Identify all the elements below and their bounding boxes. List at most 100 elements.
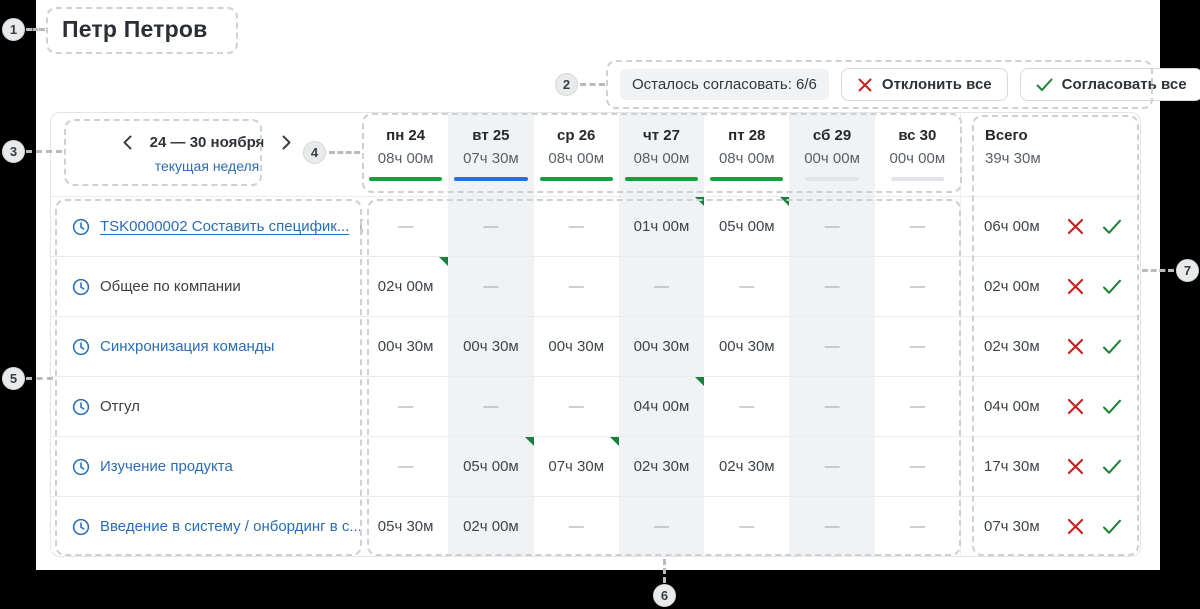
day-header: чт 27 08ч 00м (618, 113, 705, 196)
callout-connector (1142, 269, 1174, 272)
remaining-approvals-badge: Осталось согласовать: 6/6 (620, 69, 829, 100)
time-cell: 00ч 30м (618, 316, 705, 376)
task-link[interactable]: Синхронизация команды (100, 338, 275, 355)
time-cell: — (533, 256, 619, 316)
callout-7: 7 (1176, 259, 1199, 282)
time-cell: 07ч 30м (533, 436, 620, 496)
task-cell: TSK0000002 Составить специфик... (51, 196, 363, 256)
time-cell: — (533, 496, 619, 556)
reject-row-button[interactable] (1066, 337, 1085, 356)
next-week-button[interactable] (280, 133, 293, 152)
callout-3: 3 (2, 140, 25, 163)
time-cell: 00ч 30м (448, 316, 534, 376)
task-link[interactable]: Изучение продукта (100, 458, 233, 475)
approve-row-button[interactable] (1102, 279, 1122, 295)
time-cell: — (874, 196, 960, 256)
time-cell: 02ч 30м (618, 436, 705, 496)
time-cell: — (874, 376, 960, 436)
time-cell: 02ч 00м (448, 496, 534, 556)
time-cell: 00ч 30м (533, 316, 619, 376)
task-label: Общее по компании (100, 278, 241, 295)
time-cell: — (789, 316, 875, 376)
callout-connector (26, 150, 62, 153)
day-progress-bar (368, 177, 443, 181)
week-navigator: 24 — 30 ноября текущая неделя (51, 113, 363, 196)
reject-x-icon (857, 77, 873, 93)
day-progress-bar (710, 177, 784, 181)
reject-row-button[interactable] (1066, 517, 1085, 536)
row-total-cell: 07ч 30м (959, 496, 1140, 556)
callout-2: 2 (555, 73, 578, 96)
task-cell: Общее по компании (51, 256, 363, 316)
row-total-cell: 02ч 00м (959, 256, 1140, 316)
time-cell: — (789, 196, 875, 256)
callout-6: 6 (653, 584, 676, 607)
row-total-cell: 17ч 30м (959, 436, 1140, 496)
day-header: сб 29 00ч 00м (789, 113, 875, 196)
callout-connector (663, 559, 666, 583)
time-cell: 01ч 00м (618, 196, 705, 256)
callout-connector (580, 83, 605, 86)
page-title: Петр Петров (62, 16, 208, 42)
time-cell: — (448, 196, 534, 256)
day-header: вс 30 00ч 00м (875, 113, 960, 196)
row-total-cell: 06ч 00м (959, 196, 1140, 256)
reject-row-button[interactable] (1066, 217, 1085, 236)
clock-icon (72, 278, 90, 296)
task-link[interactable]: TSK0000002 Составить специфик... (100, 218, 350, 235)
task-label: Отгул (100, 398, 140, 415)
task-cell: Введение в систему / онбординг в с... (51, 496, 363, 556)
approve-row-button[interactable] (1102, 519, 1122, 535)
callout-connector (329, 151, 360, 154)
day-progress-bar (624, 177, 699, 181)
approve-all-button[interactable]: Согласовать все (1019, 68, 1200, 101)
approve-row-button[interactable] (1102, 459, 1122, 475)
time-cell: — (789, 376, 875, 436)
reject-row-button[interactable] (1066, 397, 1085, 416)
clock-icon (72, 518, 90, 536)
timesheet-table: 24 — 30 ноября текущая неделя пн 24 08ч 0… (50, 112, 1141, 557)
callout-4: 4 (303, 141, 326, 164)
row-total-cell: 02ч 30м (959, 316, 1140, 376)
time-cell: 02ч 00м (363, 256, 449, 316)
callout-1: 1 (2, 18, 25, 41)
time-cell: 05ч 30м (363, 496, 449, 556)
approve-row-button[interactable] (1102, 339, 1122, 355)
time-cell: — (789, 256, 875, 316)
time-cell: — (618, 256, 705, 316)
time-cell: 05ч 00м (448, 436, 534, 496)
time-cell: — (363, 376, 449, 436)
row-total-cell: 04ч 00м (959, 376, 1140, 436)
time-cell: — (874, 496, 960, 556)
time-cell: — (363, 196, 449, 256)
time-cell: — (874, 436, 960, 496)
task-cell: Изучение продукта (51, 436, 363, 496)
reject-all-button[interactable]: Отклонить все (840, 68, 1008, 101)
day-header: пт 28 08ч 00м (704, 113, 789, 196)
time-cell: 00ч 30м (704, 316, 790, 376)
reject-row-button[interactable] (1066, 457, 1085, 476)
time-cell: 02ч 30м (704, 436, 790, 496)
time-cell: — (704, 376, 790, 436)
time-cell: — (704, 256, 790, 316)
day-header: вт 25 07ч 30м (448, 113, 534, 196)
clock-icon (72, 338, 90, 356)
callout-connector (26, 28, 45, 31)
current-week-link[interactable]: текущая неделя (154, 158, 260, 174)
time-cell: — (874, 316, 960, 376)
week-range-label: 24 — 30 ноября (149, 134, 265, 151)
time-cell: — (448, 376, 534, 436)
callout-5: 5 (2, 367, 25, 390)
day-progress-bar (539, 177, 613, 181)
approval-toolbar: Осталось согласовать: 6/6 Отклонить все … (606, 60, 1200, 109)
task-link[interactable]: Введение в систему / онбординг в с... (100, 518, 362, 535)
reject-row-button[interactable] (1066, 277, 1085, 296)
approve-row-button[interactable] (1102, 219, 1122, 235)
prev-week-button[interactable] (121, 133, 134, 152)
time-cell: 00ч 30м (363, 316, 449, 376)
time-cell: — (533, 196, 619, 256)
time-cell: — (448, 256, 534, 316)
approve-row-button[interactable] (1102, 399, 1122, 415)
time-cell: — (874, 256, 960, 316)
